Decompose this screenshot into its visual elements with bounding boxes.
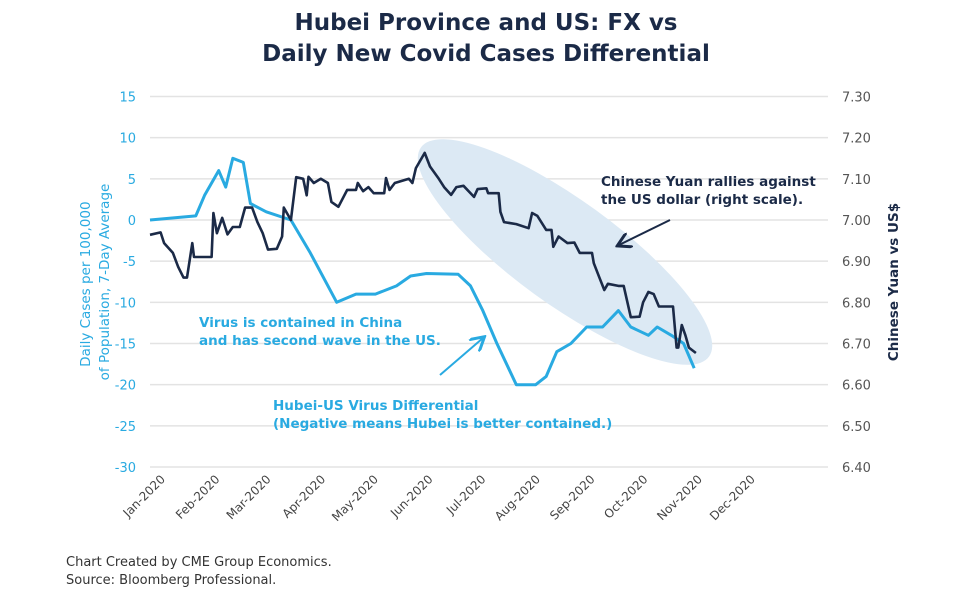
x-tick-label: Dec-2020 — [707, 472, 758, 523]
yuan-annotation-arrow-icon — [619, 219, 671, 245]
x-tick-label: Feb-2020 — [173, 472, 223, 522]
right-tick-label: 6.80 — [842, 296, 871, 311]
left-tick-label: -15 — [115, 338, 136, 353]
differential-annotation: Hubei-US Virus Differential (Negative me… — [273, 398, 612, 432]
right-tick-label: 6.70 — [842, 338, 871, 353]
left-tick-label: -20 — [115, 379, 136, 394]
left-tick-label: 5 — [128, 173, 136, 188]
differential-annotation-line-1: Hubei-US Virus Differential — [273, 398, 478, 414]
chart-footer: Chart Created by CME Group Economics. So… — [66, 554, 332, 590]
chart-title-line-2: Daily New Covid Cases Differential — [262, 41, 710, 67]
x-tick-label: Sep-2020 — [547, 472, 598, 523]
right-tick-label: 6.50 — [842, 420, 871, 435]
left-tick-label: -10 — [115, 296, 136, 311]
right-tick-label: 7.10 — [842, 173, 871, 188]
yuan-annotation-line-1: Chinese Yuan rallies against — [601, 174, 816, 190]
chart-title-line-1: Hubei Province and US: FX vs — [294, 10, 678, 36]
virus-annotation-line-1: Virus is contained in China — [199, 315, 402, 331]
left-axis-label: Daily Cases per 100,000 of Population, 7… — [78, 184, 113, 381]
left-tick-label: 15 — [119, 91, 136, 106]
x-tick-label: Apr-2020 — [280, 472, 329, 521]
chart-title: Hubei Province and US: FX vs Daily New C… — [0, 8, 972, 70]
x-tick-label: Jul-2020 — [443, 472, 489, 518]
left-tick-label: -30 — [115, 461, 136, 476]
x-tick-label: May-2020 — [329, 472, 381, 524]
yuan-rally-highlight — [417, 139, 713, 365]
right-tick-label: 7.00 — [842, 214, 871, 229]
right-tick-label: 6.90 — [842, 255, 871, 270]
x-tick-label: Jan-2020 — [120, 472, 168, 520]
left-axis-label-line-1: Daily Cases per 100,000 — [78, 201, 94, 366]
x-tick-label: Jun-2020 — [387, 472, 436, 521]
x-tick-label: Aug-2020 — [492, 472, 543, 523]
differential-annotation-line-2: (Negative means Hubei is better containe… — [273, 416, 612, 432]
right-tick-label: 7.20 — [842, 132, 871, 147]
right-axis-label: Chinese Yuan vs US$ — [886, 203, 902, 361]
right-tick-label: 6.60 — [842, 379, 871, 394]
yuan-usd-line — [149, 151, 697, 355]
yuan-annotation: Chinese Yuan rallies against the US doll… — [601, 174, 820, 208]
x-tick-label: Oct-2020 — [601, 472, 650, 521]
x-tick-label: Mar-2020 — [224, 472, 274, 522]
hubei-us-differential-line — [149, 156, 696, 387]
right-tick-label: 6.40 — [842, 461, 871, 476]
differential-annotation-arrow-icon — [439, 338, 483, 376]
left-tick-label: -25 — [115, 420, 136, 435]
x-tick-label: Nov-2020 — [654, 472, 705, 523]
yuan-annotation-line-2: the US dollar (right scale). — [601, 192, 803, 208]
footer-source: Source: Bloomberg Professional. — [66, 573, 277, 588]
virus-annotation: Virus is contained in China and has seco… — [199, 315, 441, 349]
series-lines — [149, 151, 697, 387]
right-tick-label: 7.30 — [842, 91, 871, 106]
left-axis-label-line-2: of Population, 7-Day Average — [97, 184, 113, 381]
left-tick-label: 10 — [119, 132, 136, 147]
virus-annotation-line-2: and has second wave in the US. — [199, 333, 441, 349]
left-tick-label: -5 — [123, 255, 136, 270]
footer-credit: Chart Created by CME Group Economics. — [66, 555, 332, 570]
left-tick-label: 0 — [128, 214, 136, 229]
